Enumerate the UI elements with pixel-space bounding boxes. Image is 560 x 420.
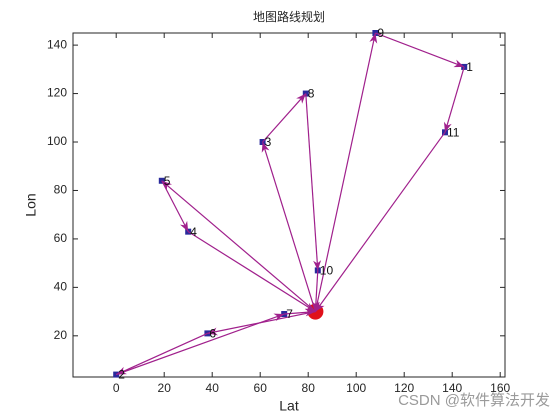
route-arrow: [314, 32, 378, 312]
arrow-head: [180, 220, 189, 232]
node-label: 1: [466, 60, 473, 74]
y-axis-label: Lon: [23, 193, 39, 216]
route-arrow: [161, 180, 189, 232]
node-label: 6: [209, 327, 216, 341]
arrow-head: [207, 327, 218, 336]
x-tick-label: 140: [442, 381, 462, 395]
route-segment: [262, 141, 316, 312]
x-tick-label: 60: [254, 381, 268, 395]
route-segment: [314, 131, 446, 312]
node-label: 2: [118, 368, 125, 382]
y-tick-label: 80: [54, 183, 68, 197]
route-segment: [444, 66, 465, 133]
route-segment: [161, 180, 189, 232]
route-segment: [305, 93, 319, 271]
arrow-head: [311, 301, 320, 312]
route-segment: [115, 313, 285, 376]
route-arrow: [261, 141, 316, 312]
arrow-head: [161, 180, 173, 191]
x-tick-label: 100: [346, 381, 366, 395]
y-tick-label: 140: [47, 37, 67, 51]
node-label: 5: [164, 174, 171, 188]
arrow-head: [443, 121, 452, 133]
x-tick-label: 0: [113, 381, 120, 395]
x-tick-label: 80: [302, 381, 316, 395]
route-arrow: [262, 93, 307, 143]
route-arrow: [161, 180, 316, 313]
route-arrow: [305, 93, 322, 271]
y-tick-label: 120: [47, 86, 67, 100]
watermark: CSDN @软件算法开发: [398, 391, 550, 409]
x-tick-label: 160: [490, 381, 510, 395]
x-axis-label: Lat: [279, 398, 299, 414]
chart-title: 地图路线规划: [253, 9, 325, 24]
route-segment: [262, 93, 307, 143]
route-arrow: [375, 32, 465, 68]
arrow-head: [273, 313, 285, 322]
node-label: 11: [447, 125, 460, 139]
route-segment: [161, 180, 316, 313]
x-tick-label: 20: [158, 381, 172, 395]
node-label: 10: [320, 264, 334, 278]
arrow-head: [453, 59, 465, 68]
node-label: 3: [265, 135, 272, 149]
arrow-head: [261, 142, 270, 153]
node-label: 4: [190, 225, 197, 239]
y-tick-label: 60: [54, 231, 68, 245]
route-arrow: [284, 308, 316, 317]
route-arrow: [115, 332, 208, 376]
route-segment: [375, 32, 465, 68]
node-label: 7: [286, 307, 293, 321]
route-segment: [187, 231, 316, 313]
route-arrow: [443, 66, 465, 133]
arrow-head: [313, 260, 322, 271]
node-label: 8: [308, 87, 315, 101]
route-segment: [115, 332, 208, 376]
route-arrow: [115, 313, 285, 376]
y-tick-label: 100: [47, 134, 67, 148]
plot-area: [72, 32, 506, 378]
arrow-head: [305, 308, 316, 317]
arrow-head: [296, 93, 306, 104]
x-tick-label: 120: [394, 381, 414, 395]
arrow-head: [116, 366, 127, 375]
node-label: 9: [377, 26, 384, 40]
x-tick-label: 40: [206, 381, 220, 395]
route-arrow: [311, 270, 320, 312]
y-tick-label: 20: [54, 328, 68, 342]
arrow-head: [369, 33, 378, 44]
route-segment: [314, 32, 376, 312]
y-tick-label: 40: [54, 280, 68, 294]
